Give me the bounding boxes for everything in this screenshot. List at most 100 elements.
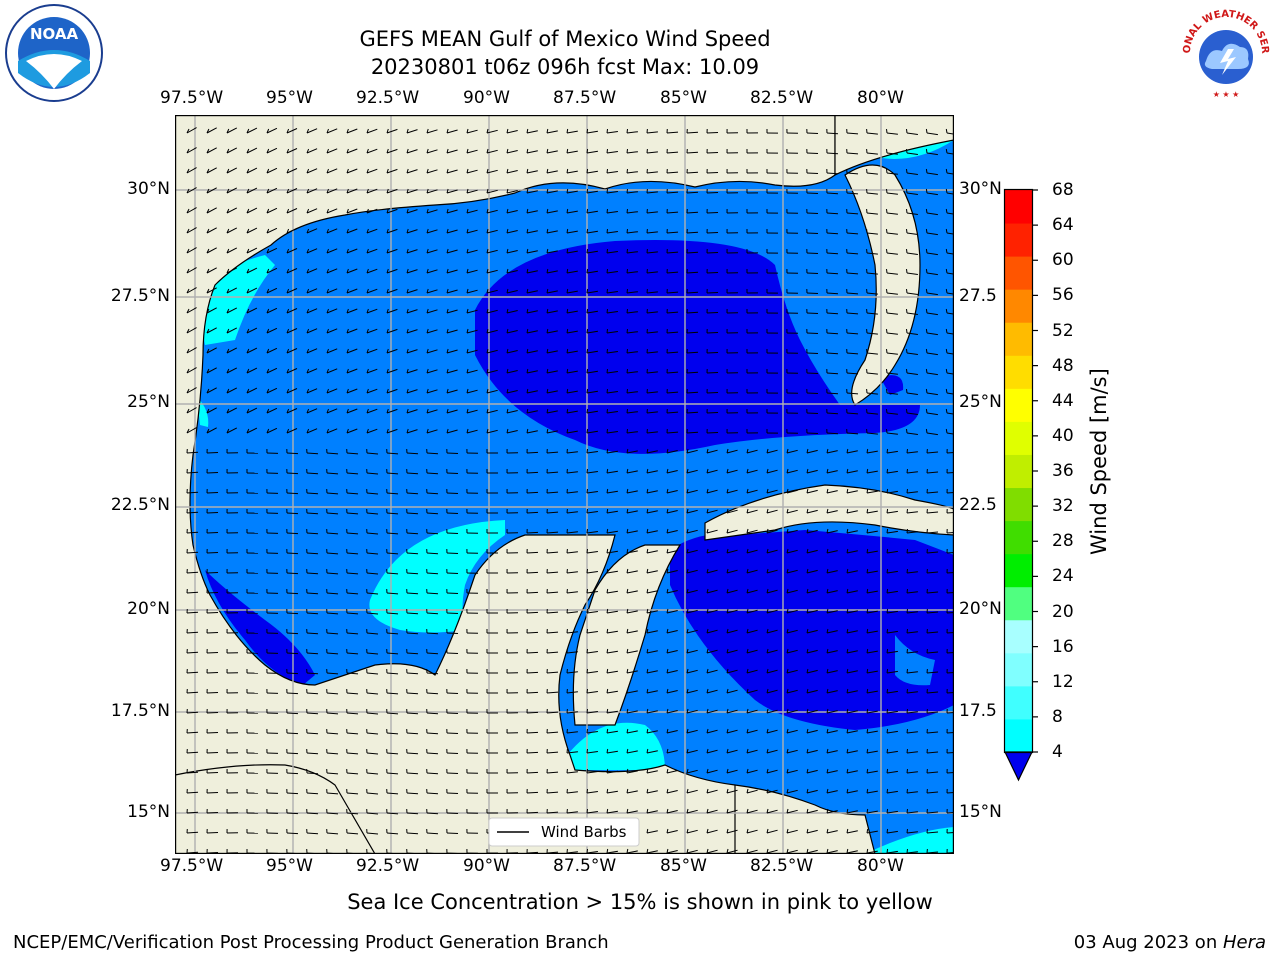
wind-barb-flag (666, 728, 669, 734)
wind-barb (306, 752, 319, 755)
wind-barb-flag (945, 308, 948, 314)
wind-barb (186, 387, 197, 394)
wind-barb (826, 172, 839, 175)
wind-barb-flag (606, 168, 608, 174)
wind-barb (586, 471, 598, 474)
wind-barb-flag (206, 128, 210, 134)
wind-barb-flag (906, 268, 908, 274)
lon-tick: 85°W (660, 856, 707, 876)
wind-barb (546, 571, 559, 574)
wind-barb-flag (186, 388, 190, 394)
wind-barb (186, 751, 199, 754)
wind-barb (906, 731, 918, 734)
wind-barb (386, 752, 399, 755)
lon-tick: 87.5°W (553, 88, 617, 108)
wind-barb (826, 212, 839, 215)
wind-barb-flag (406, 388, 409, 394)
wind-barb (826, 372, 839, 375)
wind-barb-flag (586, 268, 589, 274)
colorbar-tick-label: 12 (1052, 671, 1074, 692)
wind-barb (706, 849, 718, 854)
wind-barb (866, 192, 878, 195)
wind-barb (366, 532, 379, 535)
wind-barb (346, 752, 359, 755)
wind-barb (366, 492, 379, 495)
wind-barb-flag (426, 408, 429, 414)
wind-barb-flag (866, 548, 869, 554)
wind-barb-flag (846, 648, 849, 654)
wind-barb-flag (906, 448, 908, 454)
wind-barb (646, 311, 658, 314)
wind-barb-flag (366, 428, 369, 434)
wind-barb-flag (306, 148, 310, 154)
wind-barb (266, 267, 278, 274)
wind-barb-flag (626, 388, 628, 394)
wind-barb (706, 629, 718, 634)
wind-barb-flag (646, 688, 649, 694)
wind-barb-flag (626, 188, 628, 194)
wind-barb (646, 331, 658, 334)
wind-barb-flag (945, 368, 948, 374)
wind-barb (726, 549, 738, 554)
wind-barb (946, 172, 954, 175)
wind-barb-flag (826, 788, 829, 794)
wind-barb (586, 631, 598, 634)
wind-barb (326, 168, 338, 174)
wind-barb (566, 591, 578, 594)
wind-barb (626, 450, 638, 454)
wind-barb (406, 612, 419, 615)
wind-barb (786, 709, 798, 714)
wind-barb (526, 711, 539, 714)
wind-barb-flag (906, 228, 908, 234)
wind-barb-flag (686, 848, 689, 854)
wind-barb-flag (886, 568, 889, 574)
wind-barb (286, 388, 298, 394)
wind-barb-flag (666, 568, 669, 574)
wind-barb (846, 212, 859, 215)
wind-barb-flag (746, 568, 749, 574)
wind-barb-flag (686, 768, 689, 774)
wind-barb-flag (806, 548, 809, 554)
wind-barb (546, 210, 558, 214)
wind-barb-flag (526, 148, 529, 154)
wind-barb-flag (346, 288, 349, 294)
wind-barb-flag (206, 208, 210, 214)
wind-barb-flag (406, 188, 409, 194)
wind-barb (666, 510, 678, 514)
wind-barb (466, 209, 478, 214)
wind-barb-flag (846, 628, 849, 634)
wind-barb-flag (766, 448, 769, 454)
wind-barb (766, 689, 778, 694)
wind-barb (626, 670, 638, 674)
wind-barb (886, 790, 898, 794)
wind-barb (366, 692, 379, 695)
wind-barb (826, 332, 839, 335)
wind-barb-flag (606, 428, 608, 434)
wind-barb (486, 149, 498, 154)
wind-barb-flag (925, 268, 928, 274)
wind-barb (706, 749, 718, 754)
wind-barb (926, 831, 939, 834)
wind-barb-flag (446, 208, 449, 214)
wind-barb (426, 692, 439, 695)
wind-barb (906, 611, 918, 614)
colorbar-cell (1005, 685, 1032, 720)
wind-barb (366, 472, 379, 475)
wind-barb (626, 610, 638, 614)
wind-barb (886, 750, 898, 754)
wind-barb-flag (906, 508, 908, 514)
wind-barb-flag (386, 288, 389, 294)
wind-barb-flag (406, 248, 409, 254)
wind-barb (526, 350, 538, 354)
wind-barb (286, 592, 299, 595)
wind-barb (706, 669, 718, 674)
wind-barb (346, 408, 358, 414)
wind-barb (386, 472, 399, 475)
wind-barb (706, 352, 719, 354)
wind-barb (526, 731, 539, 734)
wind-barb (726, 509, 738, 514)
wind-barb-flag (486, 208, 489, 214)
wind-barb-flag (286, 228, 290, 234)
wind-barb (206, 287, 217, 294)
wind-barb-flag (306, 288, 310, 294)
